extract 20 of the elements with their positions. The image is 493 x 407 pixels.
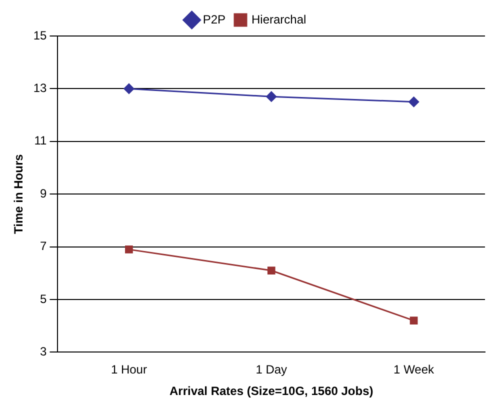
y-axis-title: Time in Hours xyxy=(12,154,26,234)
y-tick-label: 3 xyxy=(40,344,48,359)
y-tick-label: 9 xyxy=(40,186,48,200)
point xyxy=(267,266,276,274)
y-tick-label: 13 xyxy=(33,81,48,96)
x-tick-label: 1 Hour xyxy=(110,362,147,377)
point xyxy=(124,83,134,94)
point xyxy=(125,246,133,254)
x-tick-label: 1 Week xyxy=(394,362,436,377)
point xyxy=(266,91,277,102)
x-axis-title: Arrival Rates (Size=10G, 1560 Jobs) xyxy=(169,384,374,398)
legend-label: P2P xyxy=(202,12,226,26)
point xyxy=(408,96,420,108)
y-tick-label: 15 xyxy=(33,28,48,42)
legend-label: Hierarchal xyxy=(252,12,306,26)
y-tick-label: 5 xyxy=(40,292,48,306)
point xyxy=(410,316,418,325)
y-tick-label: 11 xyxy=(34,134,48,148)
y-tick-label: 7 xyxy=(40,239,48,254)
x-tick-label: 1 Day xyxy=(256,362,288,377)
